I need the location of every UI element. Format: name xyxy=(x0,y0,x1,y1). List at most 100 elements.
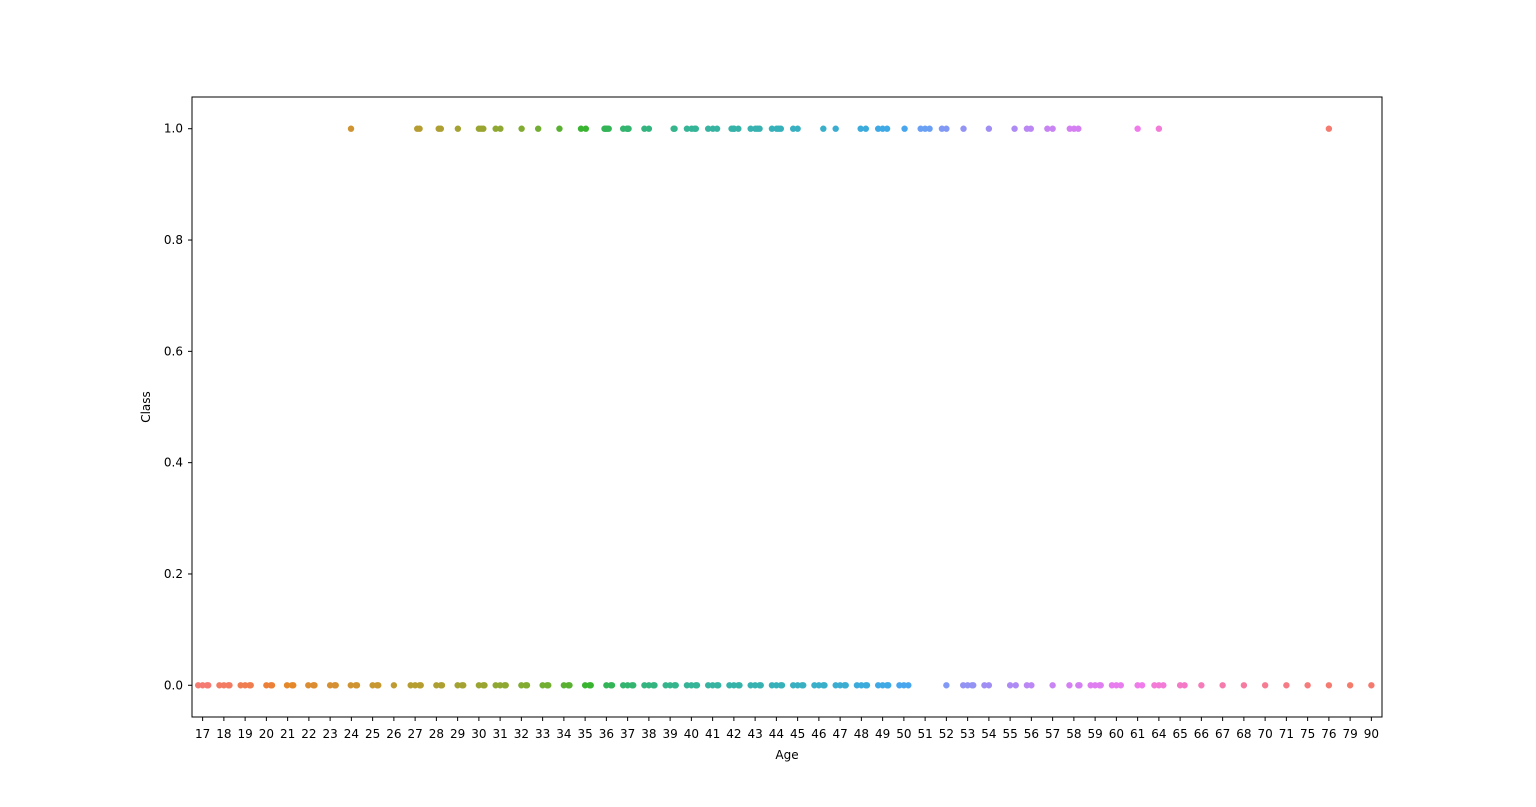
data-point xyxy=(216,682,223,689)
data-point xyxy=(926,125,933,132)
x-tick-label: 18 xyxy=(216,727,231,741)
data-point xyxy=(1219,682,1226,689)
data-point xyxy=(1066,682,1073,689)
data-point xyxy=(624,682,631,689)
data-point xyxy=(226,682,233,689)
data-point xyxy=(1076,682,1083,689)
data-point xyxy=(454,682,461,689)
data-point xyxy=(433,682,440,689)
data-point xyxy=(268,682,276,689)
data-point xyxy=(683,125,691,132)
data-point xyxy=(726,682,733,689)
data-point xyxy=(800,682,807,689)
data-point xyxy=(938,125,946,132)
data-point xyxy=(730,682,738,689)
data-point xyxy=(1368,682,1375,689)
data-point xyxy=(883,125,891,132)
data-point xyxy=(411,682,419,689)
data-point xyxy=(1151,682,1158,689)
data-point xyxy=(1283,682,1290,689)
x-tick-label: 35 xyxy=(577,727,592,741)
data-point xyxy=(794,682,801,689)
x-tick-label: 57 xyxy=(1045,727,1060,741)
data-point xyxy=(518,682,525,689)
data-point xyxy=(985,682,993,689)
data-point xyxy=(1304,682,1311,689)
x-tick-label: 68 xyxy=(1236,727,1251,741)
data-point xyxy=(492,682,499,689)
data-point xyxy=(666,682,674,689)
x-tick-label: 40 xyxy=(684,727,699,741)
x-tick-label: 26 xyxy=(386,727,401,741)
x-tick-label: 71 xyxy=(1279,727,1294,741)
x-tick-label: 53 xyxy=(960,727,975,741)
data-point xyxy=(853,682,861,689)
data-point xyxy=(683,682,691,689)
data-point xyxy=(768,125,776,132)
x-tick-label: 65 xyxy=(1172,727,1187,741)
data-point xyxy=(619,682,627,689)
data-point xyxy=(693,682,701,689)
data-point xyxy=(417,682,424,689)
x-tick-label: 75 xyxy=(1300,727,1315,741)
data-point xyxy=(353,682,361,689)
data-point xyxy=(630,682,637,689)
data-point xyxy=(1325,682,1333,689)
y-tick-label: 0.4 xyxy=(164,456,183,470)
data-point xyxy=(970,682,977,689)
data-point xyxy=(842,682,849,689)
data-point xyxy=(263,682,270,689)
data-point xyxy=(794,125,801,132)
x-tick-label: 49 xyxy=(875,727,890,741)
data-point xyxy=(905,682,912,689)
data-point xyxy=(581,682,589,689)
data-point xyxy=(1155,125,1163,132)
data-point xyxy=(1155,682,1163,689)
x-tick-label: 36 xyxy=(599,727,614,741)
data-point xyxy=(1023,682,1031,689)
data-point xyxy=(789,125,797,132)
y-axis: 0.0 0.2 0.4 0.6 0.8 1.0 xyxy=(164,122,192,692)
x-tick-label: 34 xyxy=(556,727,571,741)
data-point xyxy=(237,682,244,689)
data-point xyxy=(1049,682,1056,689)
data-point xyxy=(416,125,423,132)
x-tick-label: 17 xyxy=(195,727,210,741)
x-tick-label: 70 xyxy=(1257,727,1272,741)
x-tick-label: 38 xyxy=(641,727,656,741)
data-point xyxy=(713,125,721,132)
data-point xyxy=(1325,125,1333,132)
data-point xyxy=(789,682,797,689)
data-point xyxy=(821,682,828,689)
data-point xyxy=(715,682,722,689)
data-point xyxy=(475,682,483,689)
data-point xyxy=(672,682,679,689)
data-point xyxy=(1075,125,1082,132)
data-point xyxy=(390,682,398,689)
data-point xyxy=(704,125,712,132)
data-point xyxy=(502,682,509,689)
y-tick-label: 1.0 xyxy=(164,122,183,136)
data-point xyxy=(1087,682,1094,689)
data-point xyxy=(290,682,297,689)
y-axis-label: Class xyxy=(139,391,153,423)
data-point xyxy=(407,682,414,689)
data-point xyxy=(1091,682,1099,689)
data-point xyxy=(347,682,354,689)
x-tick-label: 22 xyxy=(301,727,316,741)
data-point xyxy=(1011,125,1018,132)
x-tick-label: 31 xyxy=(492,727,507,741)
data-point xyxy=(778,682,786,689)
data-point xyxy=(1160,682,1167,689)
data-point xyxy=(773,682,780,689)
x-tick-label: 54 xyxy=(981,727,996,741)
data-point xyxy=(645,682,653,689)
data-point xyxy=(545,682,552,689)
data-point xyxy=(523,682,531,689)
x-tick-label: 48 xyxy=(854,727,869,741)
data-point xyxy=(1134,682,1141,689)
data-point xyxy=(1012,682,1019,689)
data-point xyxy=(566,682,573,689)
y-tick-label: 0.8 xyxy=(164,233,183,247)
data-point xyxy=(874,682,882,689)
